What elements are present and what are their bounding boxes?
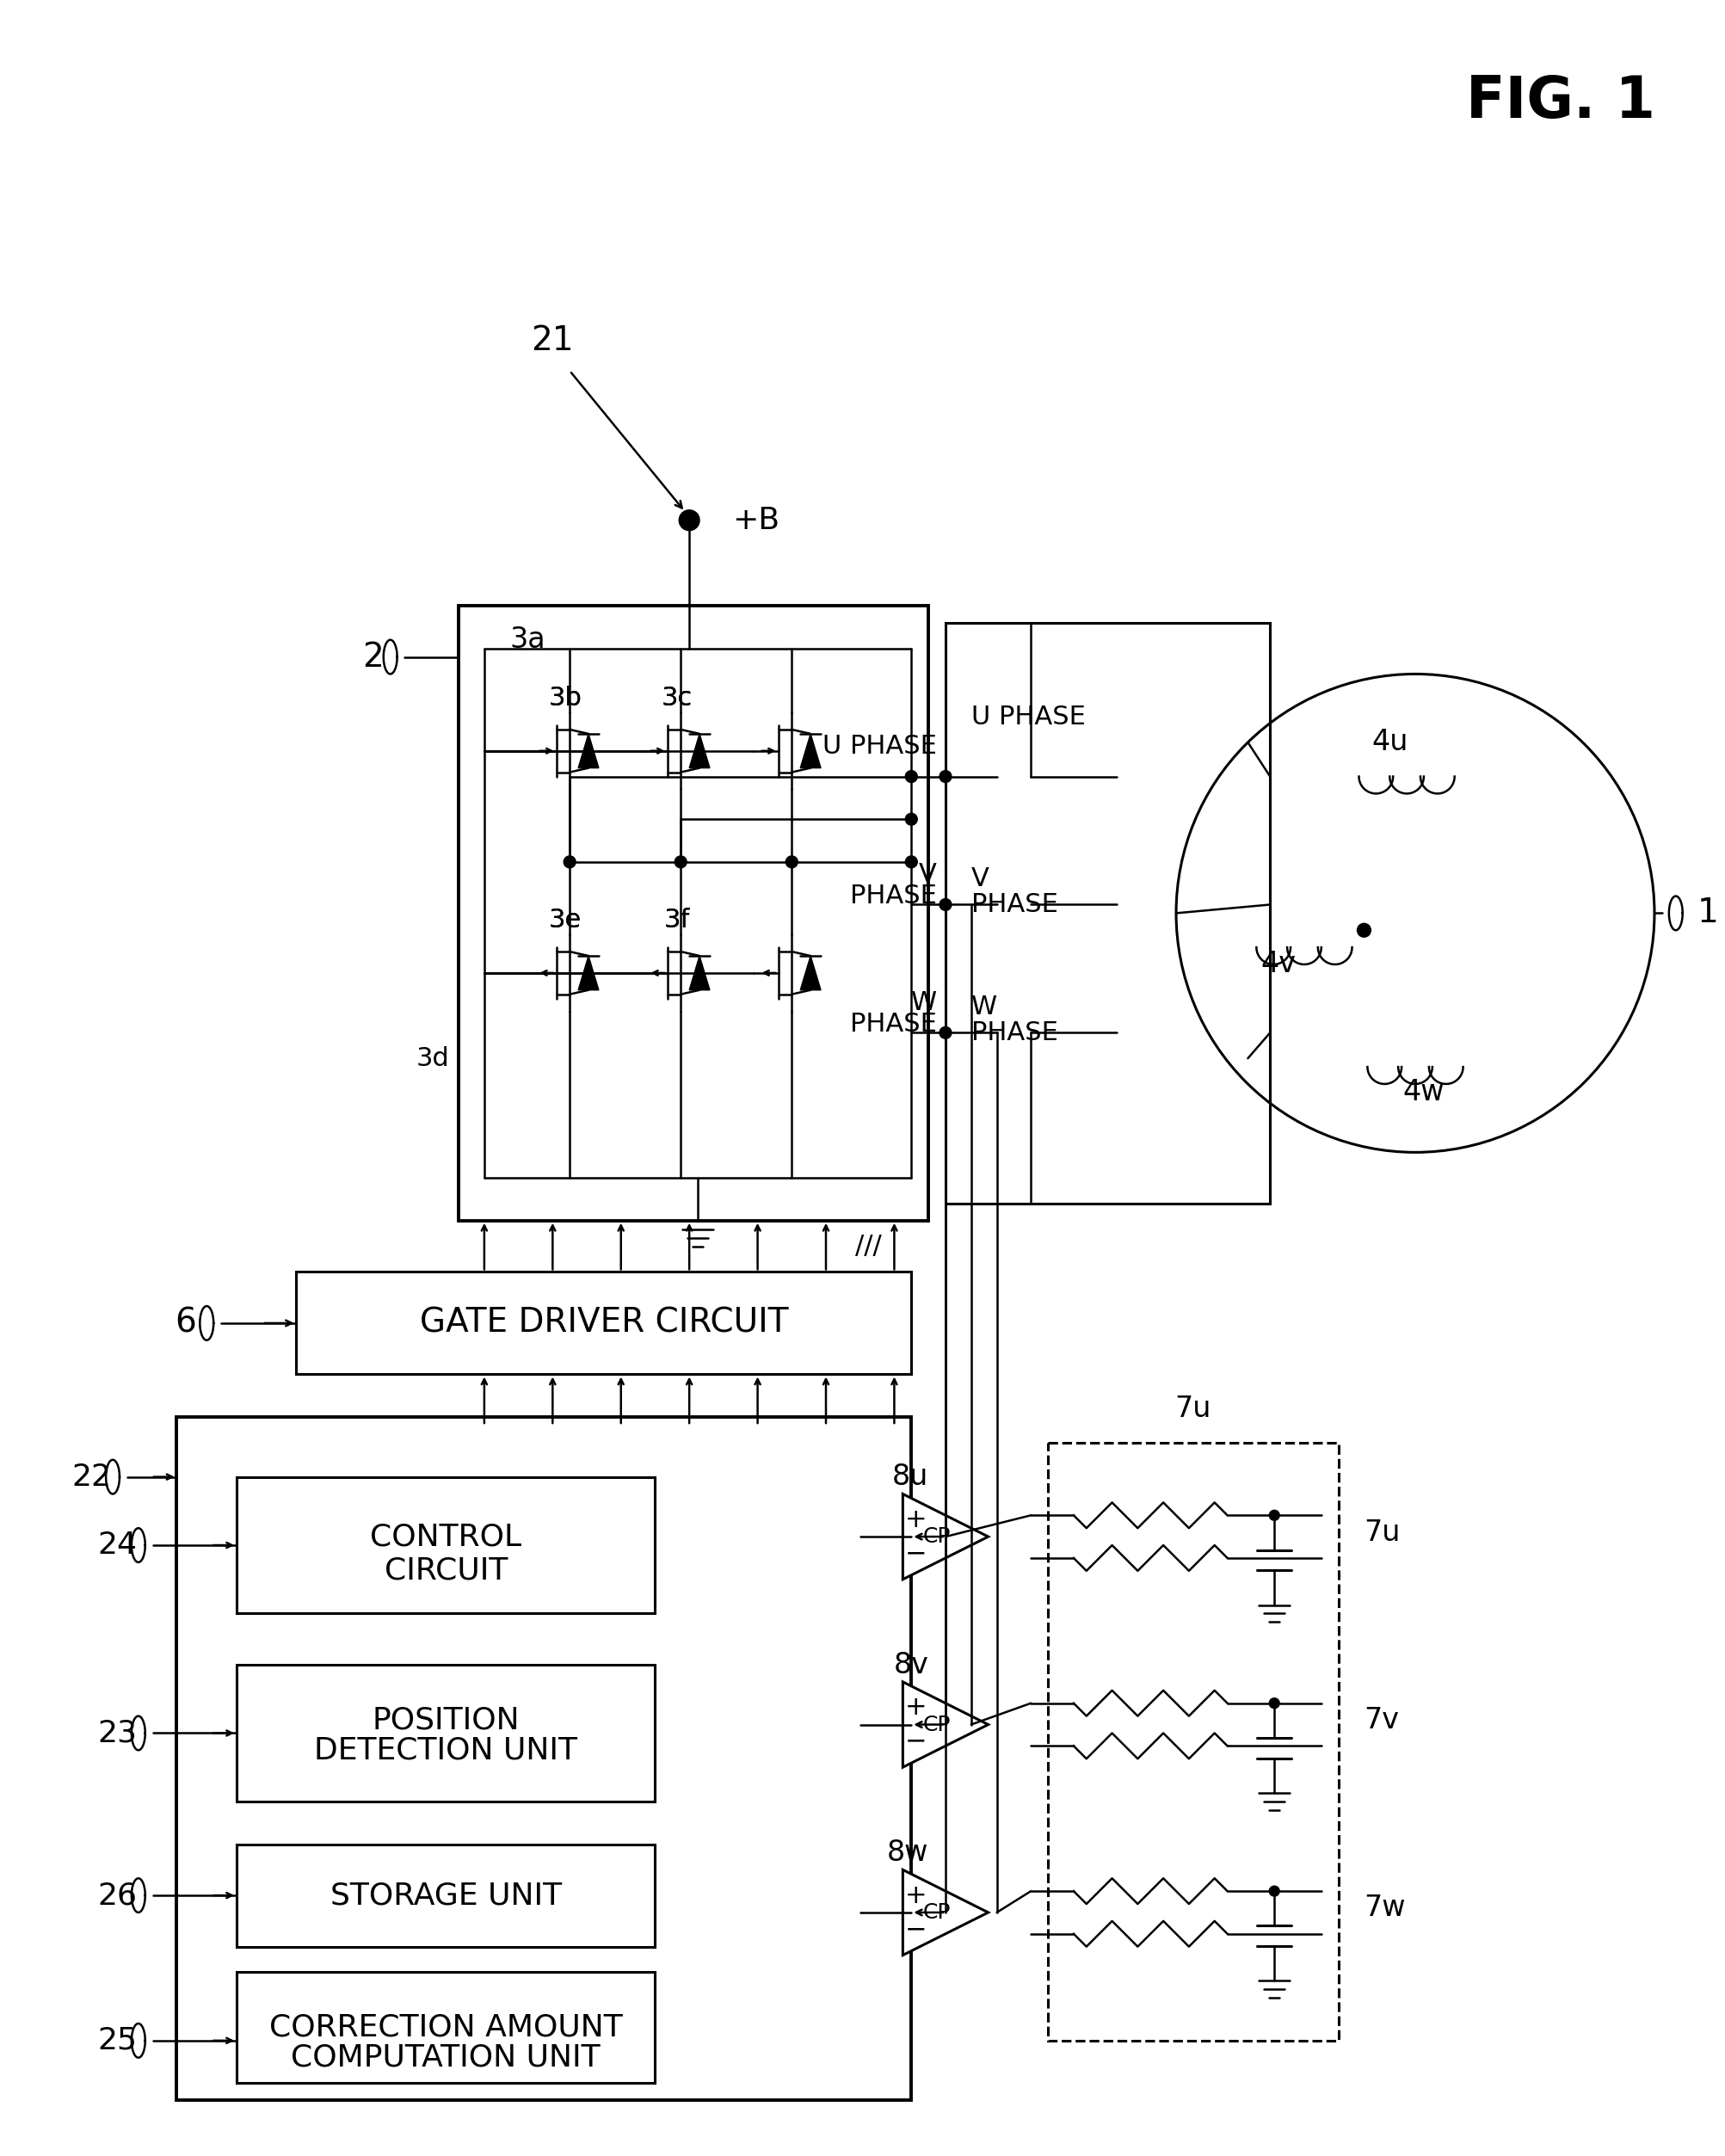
Bar <box>236 1477 656 1613</box>
Text: CP: CP <box>923 1902 950 1923</box>
Polygon shape <box>902 1494 988 1580</box>
Text: PHASE: PHASE <box>850 884 937 908</box>
Text: 4v: 4v <box>1261 951 1295 979</box>
Text: POSITION: POSITION <box>373 1705 519 1736</box>
Bar <box>236 1973 656 2083</box>
Text: 24: 24 <box>97 1531 136 1559</box>
Text: PHASE: PHASE <box>850 1011 937 1037</box>
Text: STORAGE UNIT: STORAGE UNIT <box>329 1880 562 1910</box>
Polygon shape <box>578 955 599 990</box>
Text: 3c: 3c <box>661 686 692 709</box>
Bar <box>236 1664 656 1802</box>
Circle shape <box>940 770 952 783</box>
Text: 26: 26 <box>97 1880 136 1910</box>
Text: 8u: 8u <box>892 1462 928 1492</box>
Text: −: − <box>904 1542 926 1565</box>
Bar <box>459 606 928 1220</box>
Polygon shape <box>690 955 709 990</box>
Circle shape <box>564 856 576 869</box>
Text: +: + <box>904 1507 926 1533</box>
Text: PHASE: PHASE <box>971 893 1057 916</box>
Text: 3e: 3e <box>549 908 581 931</box>
Text: W: W <box>971 994 997 1020</box>
Text: −: − <box>904 1729 926 1755</box>
Polygon shape <box>902 1682 988 1768</box>
Text: 23: 23 <box>97 1718 136 1749</box>
Text: V: V <box>971 867 988 890</box>
Text: COMPUTATION UNIT: COMPUTATION UNIT <box>292 2044 600 2072</box>
Circle shape <box>1358 923 1371 938</box>
Text: 3a: 3a <box>511 625 545 653</box>
Text: 7u: 7u <box>1364 1518 1401 1546</box>
Polygon shape <box>800 955 821 990</box>
Text: W: W <box>911 990 937 1015</box>
Text: 3b: 3b <box>549 686 581 709</box>
Circle shape <box>906 770 918 783</box>
Circle shape <box>1270 1886 1280 1897</box>
Polygon shape <box>578 733 599 768</box>
Text: 1: 1 <box>1697 897 1718 929</box>
Text: 3e: 3e <box>549 908 581 931</box>
Bar <box>176 1416 911 2100</box>
Circle shape <box>1270 1699 1280 1708</box>
Text: CORRECTION AMOUNT: CORRECTION AMOUNT <box>269 2014 623 2042</box>
Bar <box>1049 1442 1339 2040</box>
Polygon shape <box>902 1869 988 1955</box>
Text: −: − <box>904 1917 926 1943</box>
Text: ///: /// <box>856 1233 881 1259</box>
Bar <box>945 623 1270 1203</box>
Circle shape <box>940 899 952 910</box>
Text: PHASE: PHASE <box>971 1020 1057 1046</box>
Text: +B: +B <box>731 507 780 535</box>
Polygon shape <box>690 733 709 768</box>
Text: 3b: 3b <box>549 686 581 709</box>
Circle shape <box>680 511 700 530</box>
Text: 3f: 3f <box>664 908 690 931</box>
Bar <box>297 1272 911 1373</box>
Text: 3c: 3c <box>661 686 692 709</box>
Text: V: V <box>919 862 937 888</box>
Text: +: + <box>904 1882 926 1908</box>
Text: GATE DRIVER CIRCUIT: GATE DRIVER CIRCUIT <box>419 1307 788 1339</box>
Text: U PHASE: U PHASE <box>971 705 1085 729</box>
Circle shape <box>787 856 797 869</box>
Circle shape <box>906 813 918 826</box>
Circle shape <box>674 856 687 869</box>
Text: 7v: 7v <box>1364 1705 1399 1733</box>
Text: CP: CP <box>923 1714 950 1736</box>
Bar <box>236 1843 656 1947</box>
Polygon shape <box>800 733 821 768</box>
Text: 7w: 7w <box>1364 1893 1406 1923</box>
Text: U PHASE: U PHASE <box>823 735 937 759</box>
Circle shape <box>906 856 918 869</box>
Text: 8w: 8w <box>887 1839 928 1867</box>
Circle shape <box>940 1026 952 1039</box>
Circle shape <box>1270 1509 1280 1520</box>
Text: +: + <box>904 1695 926 1720</box>
Text: 3f: 3f <box>664 908 690 931</box>
Text: CP: CP <box>923 1526 950 1548</box>
Text: CONTROL: CONTROL <box>371 1522 521 1552</box>
Text: 3d: 3d <box>416 1046 450 1072</box>
Text: 8v: 8v <box>894 1651 928 1680</box>
Text: 21: 21 <box>531 326 574 358</box>
Text: 7u: 7u <box>1175 1395 1211 1423</box>
Text: CIRCUIT: CIRCUIT <box>385 1557 507 1585</box>
Text: FIG. 1: FIG. 1 <box>1466 73 1654 129</box>
Text: 4u: 4u <box>1371 729 1408 757</box>
Text: 6: 6 <box>174 1307 197 1339</box>
Text: 2: 2 <box>362 640 385 673</box>
Text: 25: 25 <box>97 2027 136 2055</box>
Text: DETECTION UNIT: DETECTION UNIT <box>314 1736 578 1766</box>
Text: 22: 22 <box>72 1462 110 1492</box>
Text: 4w: 4w <box>1402 1078 1446 1106</box>
